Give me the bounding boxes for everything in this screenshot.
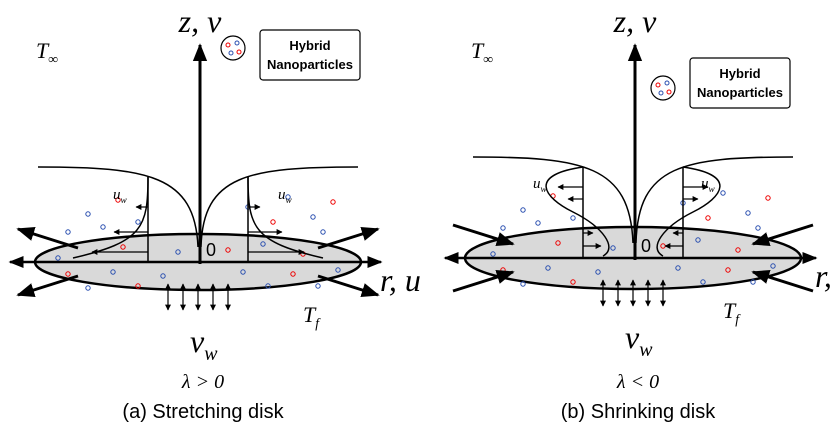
nanoparticle [311,215,315,219]
wall-velocity-base: u [701,176,709,192]
nanoparticle [756,226,760,230]
condition: λ > 0 [181,371,224,393]
nanoparticle [101,225,105,229]
legend-text: Nanoparticles [267,57,353,72]
r-label: r, u [815,258,831,294]
legend-icon [221,36,245,60]
suction-velocity-base: v [190,323,205,359]
nanoparticle [271,220,275,224]
legend-text: Hybrid [289,38,330,53]
suction-velocity: vw [190,323,218,365]
caption: (a) Stretching disk [122,401,284,423]
surface-temp-sub: f [315,316,321,331]
force-arrow [453,272,513,291]
nanoparticle [536,221,540,225]
nanoparticle [321,230,325,234]
r-label: r, u [380,262,421,298]
nanoparticle [766,196,770,200]
nanoparticle [316,284,320,288]
force-arrow [453,225,513,244]
force-arrow [753,272,813,291]
wall-velocity: uw [701,176,716,195]
nanoparticle [706,216,710,220]
ambient-temp: T∞ [471,38,493,67]
suction-velocity-sub: w [639,339,653,361]
suction-velocity-base: v [625,319,640,355]
force-arrow [18,276,78,295]
condition: λ < 0 [616,371,659,393]
ambient-temp-sub: ∞ [483,52,493,67]
wall-velocity-base: u [278,187,286,203]
suction-velocity-sub: w [204,343,218,365]
legend-text: Nanoparticles [697,85,783,100]
wall-velocity: uw [533,176,548,195]
nanoparticle [66,230,70,234]
caption: (b) Shrinking disk [561,401,717,423]
surface-temp: Tf [303,302,321,331]
nanoparticle [721,191,725,195]
force-arrow [753,225,813,244]
legend-icon [651,76,675,100]
origin: 0 [206,240,216,260]
nanoparticle [746,211,750,215]
wall-velocity-sub: w [286,196,293,206]
figure: HybridNanoparticlesz, vT∞uwuw0r, uTfvwλ … [0,0,831,430]
wall-velocity: uw [113,187,128,206]
suction-velocity: vw [625,319,653,361]
z-label: z, v [178,3,222,39]
nanoparticle [136,220,140,224]
nanoparticle [331,200,335,204]
wall-velocity: uw [278,187,293,206]
surface-temp: Tf [723,298,741,327]
legend-text: Hybrid [719,66,760,81]
wall-velocity-sub: w [709,185,716,195]
force-arrow [318,276,378,295]
surface-temp-sub: f [735,312,741,327]
origin: 0 [641,236,651,256]
nanoparticle [521,208,525,212]
wall-velocity-base: u [533,176,541,192]
nanoparticle [86,286,90,290]
nanoparticle [501,226,505,230]
ambient-temp: T∞ [36,38,58,67]
wall-velocity-sub: w [121,196,128,206]
force-arrow [318,229,378,248]
wall-velocity-sub: w [541,185,548,195]
wall-velocity-base: u [113,187,121,203]
nanoparticle [571,216,575,220]
z-label: z, v [613,3,657,39]
force-arrow [18,229,78,248]
nanoparticle [86,212,90,216]
ambient-temp-sub: ∞ [48,52,58,67]
